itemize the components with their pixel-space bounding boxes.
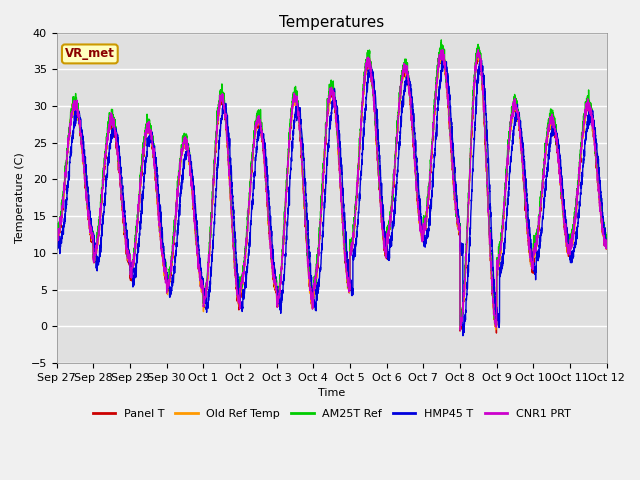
HMP45 T — [152, 159, 159, 165]
AM25T Ref — [311, 277, 319, 283]
HMP45 T — [53, 239, 61, 244]
CNR1 PRT — [438, 47, 446, 52]
Old Ref Temp — [486, 249, 494, 255]
AM25T Ref — [424, 189, 432, 195]
Panel T — [455, 227, 463, 232]
Panel T — [493, 330, 500, 336]
Line: Old Ref Temp: Old Ref Temp — [57, 45, 607, 330]
Panel T — [311, 283, 319, 288]
CNR1 PRT — [455, 227, 463, 233]
Legend: Panel T, Old Ref Temp, AM25T Ref, HMP45 T, CNR1 PRT: Panel T, Old Ref Temp, AM25T Ref, HMP45 … — [88, 405, 575, 423]
Old Ref Temp — [602, 246, 610, 252]
AM25T Ref — [438, 37, 445, 43]
AM25T Ref — [53, 232, 61, 238]
CNR1 PRT — [456, 327, 464, 333]
HMP45 T — [603, 245, 611, 251]
Old Ref Temp — [455, 221, 463, 227]
HMP45 T — [455, 218, 463, 224]
HMP45 T — [476, 54, 484, 60]
HMP45 T — [459, 333, 467, 338]
Title: Temperatures: Temperatures — [279, 15, 384, 30]
AM25T Ref — [456, 323, 464, 328]
HMP45 T — [602, 242, 610, 248]
AM25T Ref — [152, 166, 159, 172]
Panel T — [486, 247, 494, 252]
Panel T — [602, 243, 610, 249]
HMP45 T — [311, 299, 319, 305]
Old Ref Temp — [424, 194, 432, 200]
Line: HMP45 T: HMP45 T — [57, 57, 607, 336]
Panel T — [152, 174, 159, 180]
Line: CNR1 PRT: CNR1 PRT — [57, 49, 607, 330]
Panel T — [53, 230, 61, 236]
Panel T — [438, 48, 446, 53]
CNR1 PRT — [602, 246, 610, 252]
Old Ref Temp — [311, 281, 319, 287]
AM25T Ref — [486, 240, 494, 245]
Panel T — [424, 193, 432, 199]
CNR1 PRT — [53, 241, 61, 247]
Old Ref Temp — [152, 178, 159, 183]
Line: Panel T: Panel T — [57, 50, 607, 333]
Old Ref Temp — [53, 232, 61, 238]
AM25T Ref — [602, 241, 610, 247]
HMP45 T — [486, 201, 494, 207]
Line: AM25T Ref: AM25T Ref — [57, 40, 607, 325]
Old Ref Temp — [492, 327, 499, 333]
CNR1 PRT — [603, 237, 611, 243]
X-axis label: Time: Time — [318, 388, 345, 398]
AM25T Ref — [603, 237, 611, 242]
HMP45 T — [424, 233, 432, 239]
Panel T — [603, 243, 611, 249]
Y-axis label: Temperature (C): Temperature (C) — [15, 153, 25, 243]
AM25T Ref — [455, 223, 463, 229]
CNR1 PRT — [486, 246, 494, 252]
Text: VR_met: VR_met — [65, 48, 115, 60]
Old Ref Temp — [438, 42, 446, 48]
CNR1 PRT — [152, 171, 159, 177]
Old Ref Temp — [603, 240, 611, 246]
CNR1 PRT — [424, 197, 432, 203]
CNR1 PRT — [311, 278, 319, 284]
